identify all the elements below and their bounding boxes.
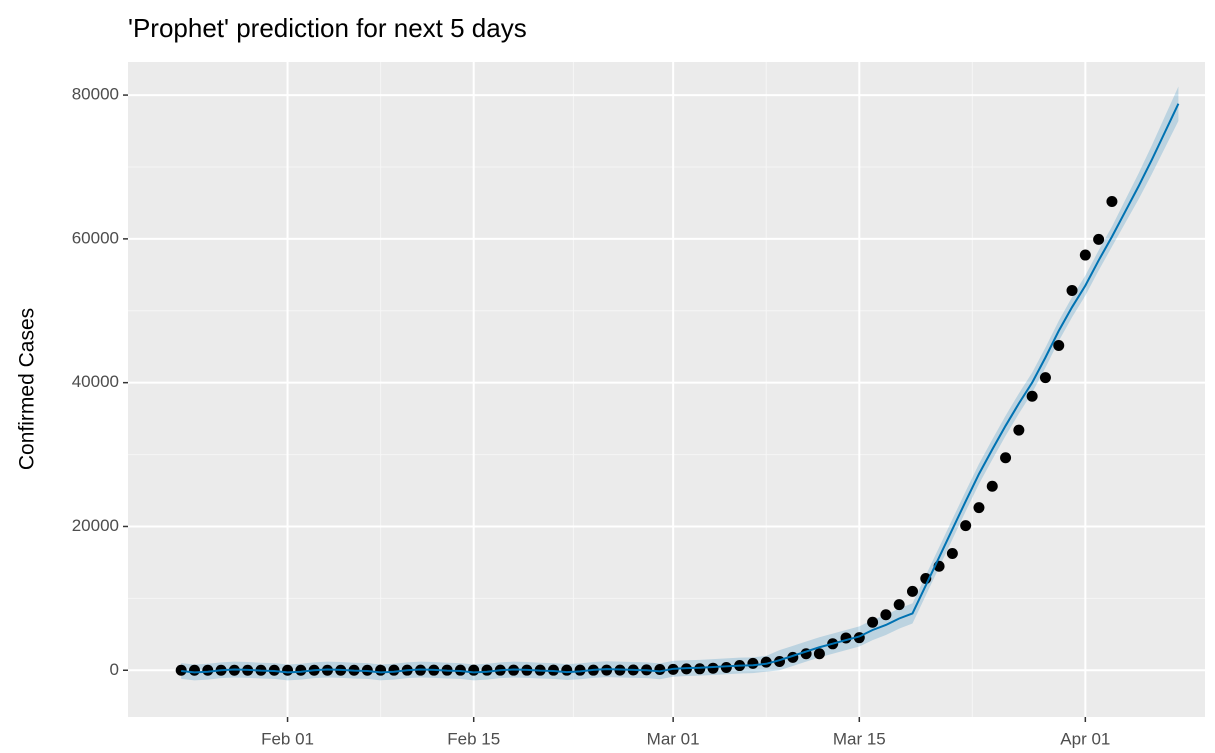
observed-point	[175, 664, 187, 676]
observed-point	[707, 662, 719, 674]
observed-point	[867, 616, 879, 628]
chart-title: 'Prophet' prediction for next 5 days	[128, 13, 527, 43]
observed-point	[1039, 372, 1051, 384]
observed-point	[282, 664, 294, 676]
observed-point	[388, 664, 400, 676]
observed-point	[1079, 249, 1091, 261]
observed-point	[468, 664, 480, 676]
observed-point	[1066, 284, 1078, 296]
observed-point	[1026, 390, 1038, 402]
observed-point	[481, 664, 493, 676]
observed-point	[1106, 195, 1118, 207]
observed-point	[973, 502, 985, 514]
y-tick-label: 80000	[72, 85, 119, 104]
x-tick-label: Apr 01	[1060, 729, 1110, 748]
observed-point	[986, 480, 998, 492]
panel	[128, 62, 1205, 717]
observed-point	[1000, 452, 1012, 464]
x-tick-label: Mar 15	[833, 729, 886, 748]
observed-point	[654, 664, 666, 676]
observed-point	[906, 585, 918, 597]
observed-point	[1013, 424, 1025, 436]
observed-point	[960, 520, 972, 532]
y-axis-label: Confirmed Cases	[16, 308, 39, 470]
observed-point	[694, 663, 706, 675]
observed-point	[893, 599, 905, 611]
observed-point	[720, 662, 732, 674]
y-tick-label: 40000	[72, 372, 119, 391]
observed-point	[946, 547, 958, 559]
observed-point	[747, 657, 759, 669]
observed-point	[574, 664, 586, 676]
y-tick-label: 20000	[72, 516, 119, 535]
observed-point	[202, 664, 214, 676]
observed-point	[561, 664, 573, 676]
observed-point	[880, 609, 892, 621]
observed-point	[1093, 233, 1105, 245]
x-tick-label: Feb 01	[261, 729, 314, 748]
observed-point	[188, 664, 200, 676]
observed-point	[375, 664, 387, 676]
x-tick-label: Feb 15	[447, 729, 500, 748]
observed-point	[813, 648, 825, 660]
y-tick-label: 60000	[72, 228, 119, 247]
observed-point	[1053, 339, 1065, 351]
y-tick-label: 0	[110, 660, 119, 679]
x-tick-label: Mar 01	[647, 729, 700, 748]
observed-point	[295, 664, 307, 676]
forecast-line	[181, 103, 1180, 674]
